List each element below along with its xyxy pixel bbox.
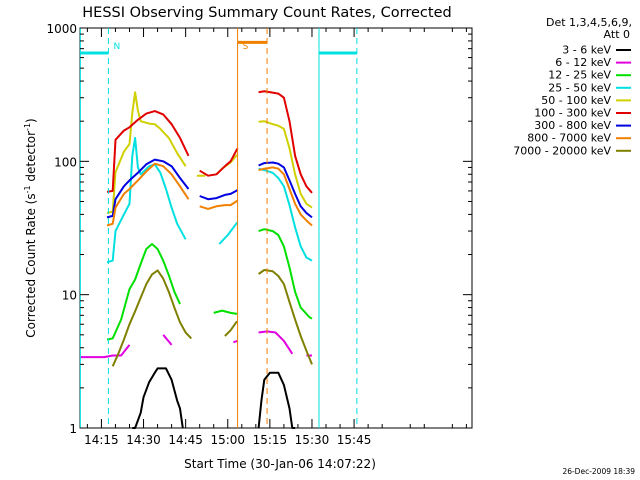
legend-label-100-300-kev: 100 - 300 keV xyxy=(534,107,611,120)
series-line-12-25-kev xyxy=(106,228,313,341)
x-tick-label-3: 15:00 xyxy=(210,433,245,447)
y-axis-label-sup2: -1 xyxy=(23,123,32,131)
legend-label-7000-20000-kev: 7000 - 20000 keV xyxy=(513,144,611,157)
plot-frame xyxy=(79,27,473,429)
series-line-50-100-kev xyxy=(106,91,313,214)
x-tick-label-4: 15:15 xyxy=(253,433,288,447)
y-axis-label-mid: detector xyxy=(24,131,38,186)
legend-label-25-50-kev: 25 - 50 keV xyxy=(548,81,611,94)
x-tick-label-6: 15:45 xyxy=(337,433,372,447)
y-axis-label: Corrected Count Rate (s-1 detector-1) xyxy=(23,118,38,337)
legend-label-800-7000-kev: 800 - 7000 keV xyxy=(527,132,611,145)
y-tick-label-2: 100 xyxy=(54,155,77,169)
legend-label-50-100-kev: 50 - 100 keV xyxy=(541,94,611,107)
series-line-3-6-kev xyxy=(132,367,296,429)
x-tick-label-0: 14:15 xyxy=(84,433,119,447)
legend-label-300-800-kev: 300 - 800 keV xyxy=(534,119,611,132)
y-axis-label-end: ) xyxy=(24,118,38,123)
series-line-25-50-kev xyxy=(106,136,313,264)
x-tick-label-1: 14:30 xyxy=(126,433,161,447)
y-tick-label-1: 10 xyxy=(62,289,77,303)
plot-timestamp: 26-Dec-2009 18:39 xyxy=(562,467,635,476)
x-tick-label-2: 14:45 xyxy=(168,433,203,447)
y-axis-label-sup1: -1 xyxy=(23,185,32,193)
series-line-6-12-kev xyxy=(80,330,312,359)
chart-title: HESSI Observing Summary Count Rates, Cor… xyxy=(82,5,451,21)
x-tick-label-5: 15:30 xyxy=(295,433,330,447)
series-line-100-300-kev xyxy=(106,90,313,194)
legend-label-3-6-kev: 3 - 6 keV xyxy=(562,44,611,57)
marker-label-0: N xyxy=(113,42,120,52)
marker-label-1: S xyxy=(243,42,249,52)
legend-header-line-2: Att 0 xyxy=(604,28,630,41)
series-line-7000-20000-kev xyxy=(111,269,313,367)
legend-label-12-25-kev: 12 - 25 keV xyxy=(548,69,611,82)
x-axis-label: Start Time (30-Jan-06 14:07:22) xyxy=(184,457,376,471)
y-axis-label-main: Corrected Count Rate (s xyxy=(24,193,38,337)
series-line-800-7000-kev xyxy=(106,162,313,227)
y-tick-label-3: 1000 xyxy=(46,22,77,36)
y-tick-label-0: 1 xyxy=(69,422,77,436)
tick-group: 1 10 100 1000 14:15 14:30 14:45 15:00 15:15 15:30… xyxy=(46,22,472,447)
series-group xyxy=(80,90,313,429)
legend-label-6-12-kev: 6 - 12 keV xyxy=(555,56,611,69)
legend-header-line-1: Det 1,3,4,5,6,9, xyxy=(546,16,632,29)
series-line-300-800-kev xyxy=(106,158,313,219)
